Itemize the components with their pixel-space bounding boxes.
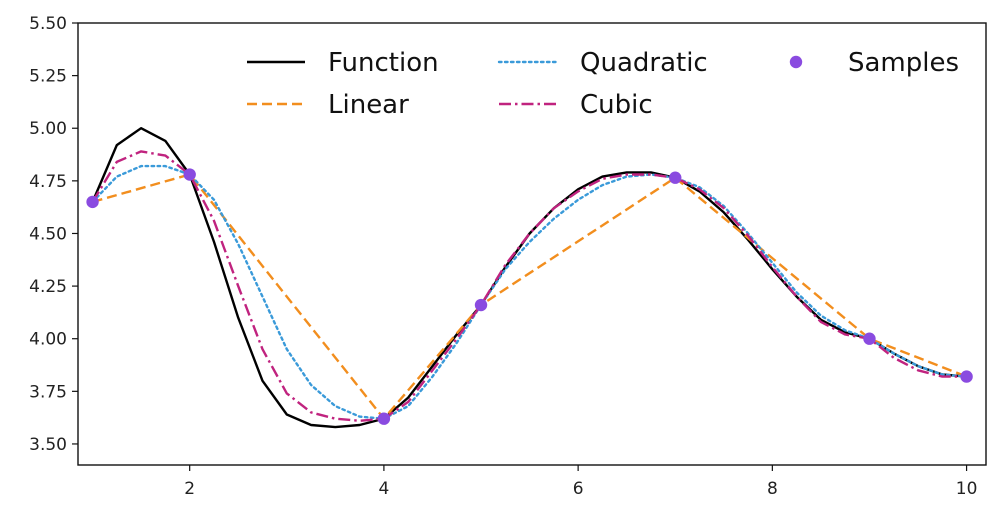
y-tick-label: 3.50 (29, 435, 67, 455)
legend: Function Linear Quadratic Cubic Samples (247, 48, 959, 120)
axes-frame (77, 22, 987, 466)
series-line-cubic (91, 150, 967, 422)
series-line-linear (92, 173, 968, 420)
series-line-quadratic (91, 164, 968, 420)
sample-point (669, 171, 682, 184)
sample-point (960, 370, 973, 383)
sample-markers (86, 168, 973, 425)
y-tick-label: 4.75 (29, 172, 67, 192)
y-tick-label: 3.75 (29, 382, 67, 402)
sample-point (86, 195, 99, 209)
y-tick-label: 4.25 (29, 277, 67, 297)
legend-item-function: Function (247, 48, 439, 78)
x-tick-label: 6 (573, 479, 584, 499)
legend-label: Cubic (580, 90, 653, 120)
y-tick-label: 5.25 (29, 67, 67, 87)
legend-label: Linear (328, 90, 409, 120)
y-tick-label: 4.50 (29, 224, 67, 244)
legend-label: Quadratic (580, 48, 708, 78)
x-tick-label: 10 (956, 479, 978, 499)
sample-point (377, 412, 391, 425)
legend-label: Samples (848, 48, 959, 78)
legend-item-linear: Linear (247, 90, 409, 120)
sample-point (183, 168, 196, 181)
legend-item-samples: Samples (789, 48, 959, 78)
plot-lines (91, 126, 968, 429)
legend-label: Function (328, 48, 439, 78)
y-tick-label: 5.50 (29, 14, 67, 34)
sample-point (474, 298, 488, 312)
x-tick-label: 2 (184, 479, 195, 499)
sample-point (863, 332, 876, 345)
x-axis-ticks: 2 4 6 8 10 (184, 465, 977, 499)
x-tick-label: 8 (767, 479, 778, 499)
y-tick-label: 4.00 (29, 330, 67, 350)
y-tick-label: 5.00 (29, 119, 67, 139)
legend-item-quadratic: Quadratic (497, 48, 708, 78)
y-axis-ticks: 3.50 3.75 4.00 4.25 4.50 4.75 5.00 5.25 5.50 (29, 14, 78, 455)
legend-item-cubic: Cubic (499, 90, 653, 120)
x-tick-label: 4 (378, 479, 389, 499)
legend-swatch (789, 55, 803, 69)
series-line-function (91, 126, 967, 429)
